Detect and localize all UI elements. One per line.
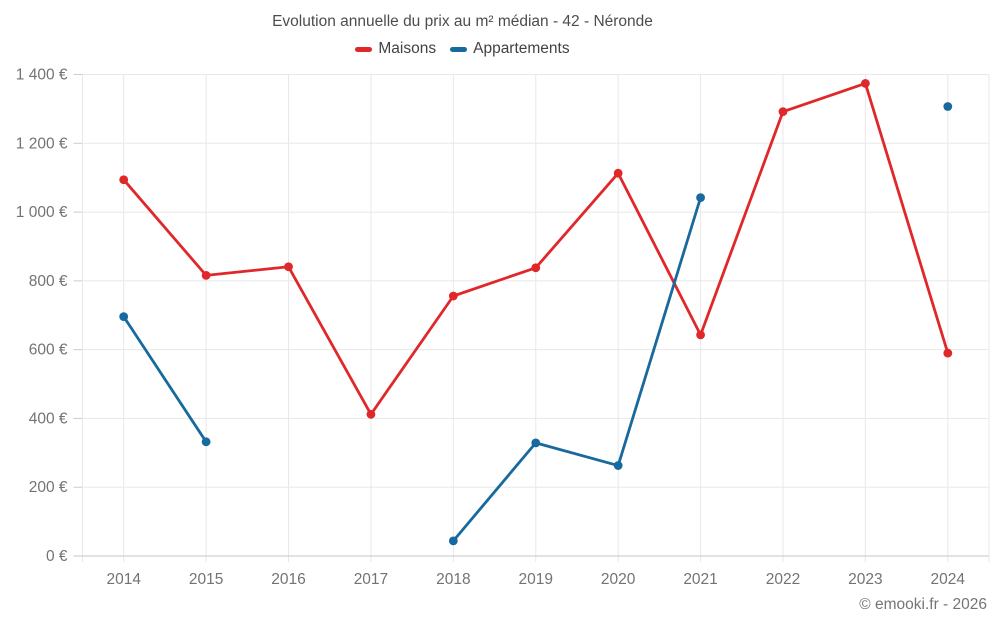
chart-header: Evolution annuelle du prix au m² médian … [0, 0, 925, 58]
data-point[interactable] [778, 107, 788, 117]
x-axis-label: 2017 [354, 571, 388, 588]
data-point[interactable] [696, 330, 705, 340]
data-point[interactable] [696, 193, 705, 203]
data-point[interactable] [284, 262, 293, 272]
series-appartements [119, 102, 953, 546]
series-line [451, 196, 702, 543]
legend-item-appartements[interactable]: Appartements [450, 40, 570, 58]
x-axis-label: 2021 [683, 571, 717, 588]
y-axis-label: 600 € [29, 342, 68, 359]
y-axis-labels: 0 € 200 € 400 € 600 € 800 € 1 000 € 1 200 € 1 4… [16, 67, 68, 566]
data-point[interactable] [531, 438, 541, 448]
maisons-series-swatch-icon [355, 46, 373, 52]
legend-item-maisons[interactable]: Maisons [355, 40, 436, 58]
x-axis-label: 2016 [271, 571, 305, 588]
y-axis-label: 400 € [29, 410, 68, 427]
legend-label-maisons: Maisons [378, 40, 437, 57]
x-axis-label: 2020 [601, 571, 636, 588]
gridlines [73, 74, 990, 562]
data-point[interactable] [448, 291, 458, 301]
data-point[interactable] [613, 168, 623, 178]
x-axis-label: 2015 [189, 571, 223, 588]
legend-label-appartements: Appartements [473, 40, 570, 57]
data-point[interactable] [943, 102, 953, 111]
data-point[interactable] [860, 79, 870, 88]
chart-legend: Maisons Appartements [0, 40, 925, 58]
data-point[interactable] [366, 409, 376, 419]
x-axis-label: 2014 [106, 571, 141, 588]
chart-title: Evolution annuelle du prix au m² médian … [272, 13, 653, 30]
y-axis-label: 0 € [46, 548, 68, 565]
x-axis-label: 2023 [848, 571, 882, 588]
data-point[interactable] [531, 263, 541, 273]
data-point[interactable] [201, 437, 211, 447]
y-axis-label: 800 € [29, 273, 68, 290]
data-point[interactable] [613, 461, 623, 470]
x-axis-label: 2022 [766, 571, 800, 588]
y-axis-label: 1 400 € [16, 67, 68, 84]
y-axis-label: 200 € [29, 479, 68, 496]
series-maisons [119, 79, 953, 419]
y-axis-label: 1 200 € [16, 135, 68, 152]
x-axis-label: 2024 [931, 571, 966, 588]
x-axis-label: 2018 [436, 571, 470, 588]
data-point[interactable] [201, 270, 211, 280]
appartements-series-swatch-icon [450, 46, 468, 52]
series-line [122, 315, 208, 444]
data-point[interactable] [119, 175, 129, 185]
data-point[interactable] [448, 536, 458, 546]
data-point[interactable] [119, 312, 129, 322]
data-point[interactable] [943, 348, 953, 358]
y-axis-label: 1 000 € [16, 204, 68, 221]
chart-credit: © emooki.fr - 2026 [859, 596, 987, 613]
x-axis-labels: 2014 2015 2016 2017 2018 2019 2020 2021 2022 2023… [106, 571, 965, 588]
x-axis-label: 2019 [519, 571, 553, 588]
